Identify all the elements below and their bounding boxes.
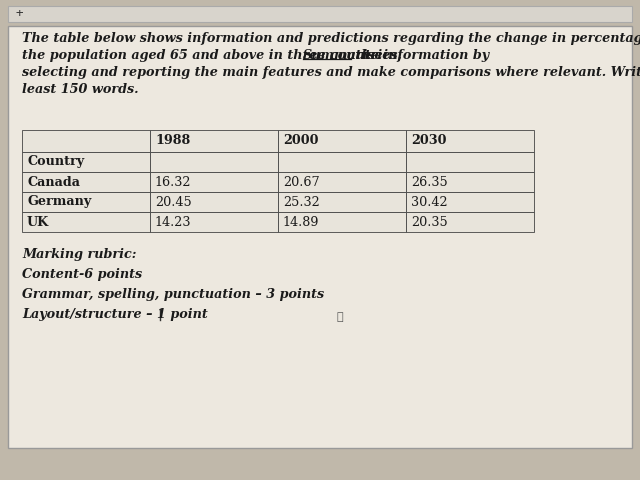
Text: 2000: 2000 (283, 134, 319, 147)
FancyBboxPatch shape (278, 172, 406, 192)
Text: 20.67: 20.67 (283, 176, 319, 189)
Text: the information by: the information by (351, 49, 489, 62)
Text: 25.32: 25.32 (283, 195, 320, 208)
FancyBboxPatch shape (278, 130, 406, 152)
Text: Layout/structure – 1 point: Layout/structure – 1 point (22, 308, 208, 321)
FancyBboxPatch shape (22, 172, 150, 192)
Text: 14.23: 14.23 (155, 216, 191, 228)
FancyBboxPatch shape (22, 152, 150, 172)
Text: UK: UK (27, 216, 49, 228)
FancyBboxPatch shape (22, 130, 150, 152)
Text: least 150 words.: least 150 words. (22, 83, 139, 96)
Text: ⌶: ⌶ (337, 312, 343, 322)
FancyBboxPatch shape (22, 192, 150, 212)
Text: Summarise: Summarise (303, 49, 383, 62)
Text: The table below shows information and predictions regarding the change in percen: The table below shows information and pr… (22, 32, 640, 45)
FancyBboxPatch shape (406, 130, 534, 152)
Text: 20.35: 20.35 (411, 216, 448, 228)
Text: 30.42: 30.42 (411, 195, 447, 208)
FancyBboxPatch shape (150, 130, 278, 152)
Text: 1988: 1988 (155, 134, 190, 147)
FancyBboxPatch shape (278, 192, 406, 212)
FancyBboxPatch shape (150, 212, 278, 232)
Text: 16.32: 16.32 (155, 176, 191, 189)
Text: Content-6 points: Content-6 points (22, 268, 142, 281)
FancyBboxPatch shape (8, 6, 632, 22)
FancyBboxPatch shape (150, 172, 278, 192)
Text: the population aged 65 and above in three countries.: the population aged 65 and above in thre… (22, 49, 406, 62)
FancyBboxPatch shape (22, 212, 150, 232)
Text: Country: Country (27, 156, 84, 168)
FancyBboxPatch shape (278, 212, 406, 232)
FancyBboxPatch shape (150, 192, 278, 212)
Text: selecting and reporting the main features and make comparisons where relevant. W: selecting and reporting the main feature… (22, 66, 640, 79)
Text: 14.89: 14.89 (283, 216, 319, 228)
Text: 26.35: 26.35 (411, 176, 448, 189)
FancyBboxPatch shape (406, 192, 534, 212)
FancyBboxPatch shape (406, 152, 534, 172)
Text: 20.45: 20.45 (155, 195, 192, 208)
Text: 2030: 2030 (411, 134, 447, 147)
FancyBboxPatch shape (278, 152, 406, 172)
Text: Canada: Canada (27, 176, 80, 189)
Text: Marking rubric:: Marking rubric: (22, 248, 136, 261)
Text: Grammar, spelling, punctuation – 3 points: Grammar, spelling, punctuation – 3 point… (22, 288, 324, 301)
Text: Germany: Germany (27, 195, 92, 208)
FancyBboxPatch shape (406, 172, 534, 192)
Text: +: + (15, 8, 23, 21)
FancyBboxPatch shape (8, 26, 632, 448)
FancyBboxPatch shape (150, 152, 278, 172)
FancyBboxPatch shape (406, 212, 534, 232)
